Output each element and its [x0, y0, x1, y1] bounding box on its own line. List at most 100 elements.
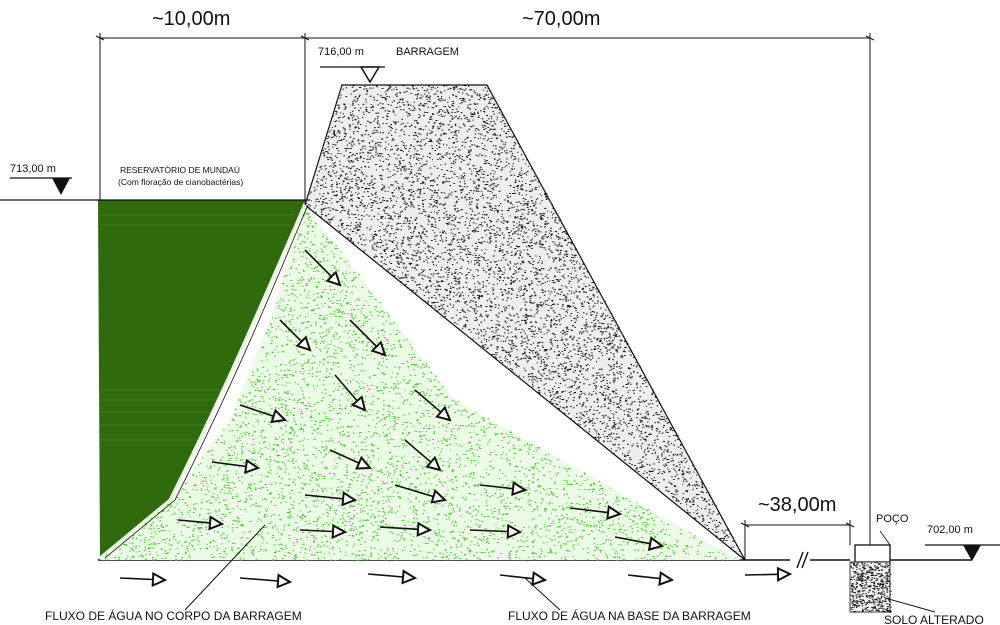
texture-dot — [519, 234, 521, 236]
texture-dot — [513, 347, 515, 349]
texture-dot — [559, 253, 562, 255]
texture-dot — [593, 305, 595, 307]
texture-dot — [416, 249, 419, 251]
texture-dot — [480, 314, 482, 316]
texture-dot — [540, 304, 543, 306]
texture-dot — [419, 103, 422, 105]
texture-dot — [569, 281, 571, 282]
texture-dot — [375, 146, 377, 148]
texture-dot — [484, 260, 487, 261]
texture-dot — [491, 354, 494, 356]
texture-dot — [517, 225, 520, 227]
texture-dot — [517, 187, 519, 189]
texture-dot — [427, 262, 429, 264]
texture-dot — [343, 210, 346, 212]
texture-dot — [665, 418, 668, 420]
texture-dot — [400, 109, 402, 111]
texture-dot — [423, 182, 425, 184]
texture-dot — [509, 243, 511, 245]
texture-dot — [510, 348, 513, 350]
texture-dot — [594, 379, 596, 381]
texture-dot — [387, 159, 389, 161]
texture-dot — [346, 144, 349, 146]
texture-dot — [536, 312, 538, 314]
texture-dot — [696, 483, 698, 485]
texture-dot — [509, 260, 511, 262]
texture-dot — [386, 206, 389, 207]
texture-dot — [563, 379, 565, 381]
texture-dot — [469, 140, 471, 142]
texture-dot — [467, 230, 469, 232]
texture-dot — [546, 329, 549, 331]
texture-dot — [455, 86, 458, 88]
texture-dot — [372, 202, 375, 204]
texture-dot — [384, 259, 386, 261]
texture-dot — [457, 273, 459, 275]
texture-dot — [644, 418, 647, 420]
texture-dot — [409, 195, 412, 197]
texture-dot — [443, 313, 445, 315]
texture-dot — [551, 338, 553, 340]
texture-dot — [603, 376, 605, 378]
texture-dot — [327, 143, 330, 145]
texture-dot — [565, 297, 568, 299]
texture-dot — [550, 291, 553, 293]
texture-dot — [324, 148, 327, 150]
texture-dot — [395, 107, 398, 108]
texture-dot — [544, 349, 547, 350]
texture-dot — [439, 285, 441, 287]
texture-dot — [515, 345, 518, 347]
texture-dot — [383, 263, 386, 265]
texture-dot — [544, 221, 547, 223]
texture-dot — [439, 295, 441, 297]
texture-dot — [523, 337, 526, 339]
texture-dot — [391, 89, 393, 91]
texture-dot — [615, 334, 618, 336]
texture-dot — [521, 219, 524, 221]
texture-dot — [606, 423, 608, 425]
texture-dot — [382, 223, 384, 225]
texture-dot — [558, 313, 561, 315]
texture-dot — [429, 189, 432, 191]
texture-dot — [415, 87, 418, 89]
texture-dot — [477, 188, 479, 189]
texture-dot — [444, 251, 447, 253]
texture-dot — [519, 146, 521, 148]
texture-dot — [399, 135, 401, 137]
texture-dot — [579, 346, 582, 348]
texture-dot — [700, 496, 703, 498]
texture-dot — [667, 461, 670, 463]
texture-dot — [512, 280, 515, 282]
texture-dot — [520, 177, 523, 178]
texture-dot — [565, 362, 567, 364]
texture-dot — [505, 338, 507, 340]
texture-dot — [310, 200, 312, 202]
texture-dot — [673, 479, 675, 480]
texture-dot — [405, 266, 407, 268]
texture-dot — [439, 123, 442, 125]
texture-dot — [559, 398, 561, 400]
texture-dot — [485, 127, 487, 129]
texture-dot — [663, 464, 665, 466]
texture-dot — [522, 376, 525, 378]
texture-dot — [530, 315, 533, 317]
texture-dot — [406, 219, 408, 221]
texture-dot — [498, 158, 501, 160]
texture-dot — [418, 243, 420, 245]
texture-dot — [357, 197, 360, 198]
texture-dot — [665, 446, 668, 448]
texture-dot — [431, 223, 434, 225]
texture-dot — [403, 220, 405, 222]
texture-dot — [589, 338, 592, 340]
texture-dot — [334, 110, 337, 112]
texture-dot — [421, 269, 423, 271]
texture-dot — [413, 231, 415, 232]
texture-dot — [501, 148, 504, 150]
texture-dot — [518, 257, 520, 259]
texture-dot — [681, 452, 684, 454]
texture-dot — [652, 390, 655, 392]
texture-dot — [447, 88, 449, 90]
texture-dot — [358, 87, 361, 89]
texture-dot — [572, 337, 575, 339]
texture-dot — [373, 178, 376, 180]
